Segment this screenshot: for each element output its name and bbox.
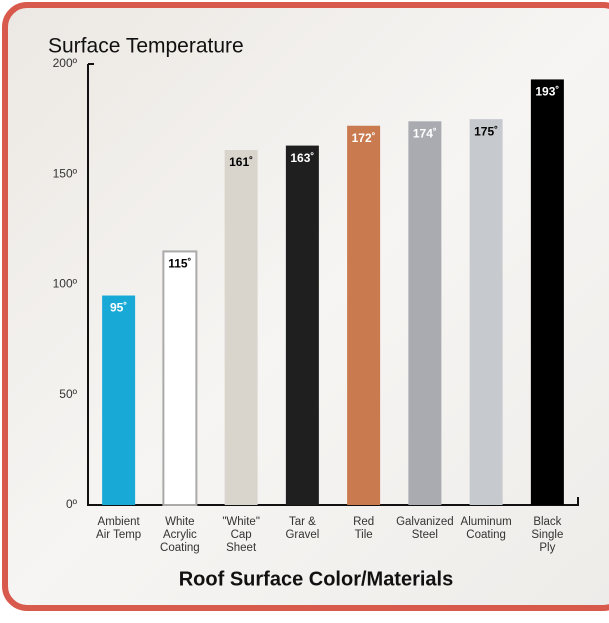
bar [162,250,198,506]
x-tick-line: Ambient [98,516,141,528]
bar [530,79,564,505]
value-label: 174˚ [413,127,437,141]
y-tick-label: 150º [53,166,78,180]
x-tick-line: Black [533,516,561,528]
y-tick-label: 0º [66,497,78,511]
x-tick-line: Single [531,529,563,541]
x-tick-label: Ambient Air Temp [96,516,141,541]
bar [469,119,503,505]
value-label: 95˚ [110,301,127,315]
bar [224,149,258,505]
x-tick-line: Air Temp [96,529,141,541]
value-label: 193˚ [535,85,559,99]
x-tick-line: Tar & [289,516,316,528]
value-label: 115˚ [168,257,191,271]
x-tick-line: Ply [539,542,555,554]
x-tick-line: Tile [355,529,373,541]
x-tick-line: Coating [466,529,506,541]
x-tick-line: Cap [231,529,252,541]
value-label: 163˚ [290,151,314,165]
bar [347,125,381,506]
bar [102,295,136,505]
x-tick-line: White [165,516,194,528]
x-tick-line: Steel [412,529,438,541]
y-tick-label: 100º [53,277,78,291]
y-tick-label: 50º [59,387,77,401]
chart-title: Surface Temperature [48,35,244,58]
bar [285,145,319,505]
x-tick-line: Galvanized [396,516,454,528]
axes [87,63,579,506]
bar [408,121,442,505]
x-tick-label: Galvanized Steel [396,516,454,541]
x-tick-line: Red [353,516,374,528]
y-tick-label: 200º [53,56,78,70]
x-tick-label: "White" Cap Sheet [222,516,260,554]
x-tick-line: Acrylic [163,529,197,541]
x-tick-label: Aluminum Coating [461,516,512,541]
x-tick-line: Sheet [226,542,257,554]
x-tick-label: Black Single Ply [531,516,563,554]
x-tick-line: "White" [222,516,260,528]
x-tick-line: Aluminum [461,516,512,528]
x-tick-line: Coating [160,542,200,554]
x-tick-label: Tar & Gravel [285,516,319,541]
x-tick-line: Gravel [285,529,319,541]
value-label: 161˚ [229,155,253,169]
x-tick-label: Red Tile [353,516,374,541]
x-tick-label: White Acrylic Coating [160,516,200,554]
x-axis-title: Roof Surface Color/Materials [179,568,454,590]
value-label: 172˚ [352,131,376,145]
value-label: 175˚ [474,124,498,138]
